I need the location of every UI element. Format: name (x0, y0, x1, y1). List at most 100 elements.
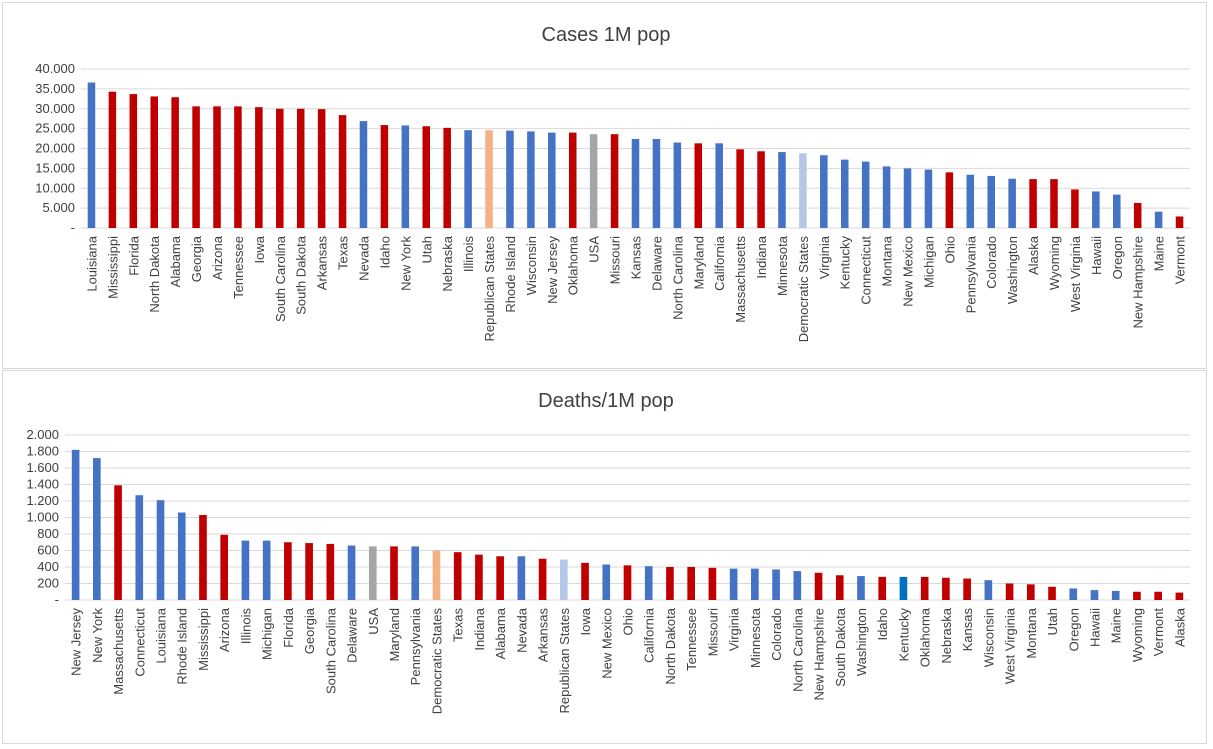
x-label-minnesota: Minnesota (775, 235, 790, 296)
y-tick-label: 1.000 (26, 510, 59, 525)
chart-title: Cases 1M pop (542, 24, 671, 46)
bar-maine (1111, 590, 1120, 600)
bar-mississippi (199, 515, 207, 600)
x-label-republican-states: Republican States (557, 608, 572, 714)
bar-north-carolina (793, 571, 802, 600)
bar-maryland (390, 546, 398, 600)
bar-florida (284, 542, 292, 600)
x-label-florida: Florida (126, 235, 141, 276)
x-label-arizona: Arizona (217, 607, 232, 652)
x-label-west-virginia: West Virginia (1068, 235, 1083, 312)
y-tick-label: 40.000 (35, 61, 75, 76)
bar-arizona (213, 106, 221, 228)
x-label-louisiana: Louisiana (84, 235, 99, 291)
bar-oklahoma (920, 576, 929, 600)
x-label-louisiana: Louisiana (154, 607, 169, 663)
bar-ohio (623, 565, 632, 600)
x-label-texas: Texas (336, 236, 351, 270)
x-label-delaware: Delaware (345, 608, 360, 663)
x-label-hawaii: Hawaii (1087, 608, 1102, 647)
bar-georgia (305, 543, 313, 600)
x-label-kansas: Kansas (629, 236, 644, 280)
bar-south-carolina (326, 543, 335, 600)
y-tick-label: 15.000 (35, 160, 75, 175)
x-label-wisconsin: Wisconsin (981, 608, 996, 667)
x-label-washington: Washington (1005, 236, 1020, 304)
x-label-texas: Texas (451, 608, 466, 642)
bar-new-york (93, 458, 101, 600)
x-label-california: California (642, 607, 657, 663)
y-tick-label: 5.000 (42, 200, 75, 215)
bar-republican-states (560, 559, 568, 600)
bar-democratic-states (799, 153, 807, 228)
x-label-idaho: Idaho (875, 608, 890, 641)
x-label-alabama: Alabama (168, 235, 183, 287)
x-label-south-carolina: South Carolina (273, 235, 288, 322)
bar-arizona (220, 534, 229, 600)
x-label-georgia: Georgia (189, 235, 204, 282)
bar-arkansas (317, 109, 326, 228)
x-label-connecticut: Connecticut (132, 608, 147, 677)
x-label-oklahoma: Oklahoma (918, 607, 933, 667)
x-label-rhode-island: Rhode Island (503, 236, 518, 313)
bar-nevada (517, 556, 526, 600)
bar-california (644, 566, 653, 600)
x-label-south-carolina: South Carolina (323, 607, 338, 694)
bar-usa (368, 546, 377, 600)
bar-indiana (475, 554, 483, 600)
x-label-vermont: Vermont (1173, 236, 1188, 285)
x-label-north-carolina: North Carolina (790, 607, 805, 692)
bar-oregon (1112, 194, 1121, 228)
bar-ohio (945, 172, 954, 228)
bar-washington (1008, 178, 1016, 228)
deaths-chart-panel: Deaths/1M pop -200 400 600 800 1.000 1.200 1.4… (2, 370, 1207, 744)
bar-pennsylvania (966, 174, 975, 228)
bar-republican-states (485, 130, 493, 228)
bar-kansas (631, 138, 640, 228)
cases-chart-panel: Cases 1M pop - 5.000 10.000 15.000 20.000 25.… (2, 2, 1207, 369)
x-label-georgia: Georgia (302, 607, 317, 654)
x-label-ohio: Ohio (942, 236, 957, 263)
x-label-new-hampshire: New Hampshire (812, 608, 827, 700)
bar-texas (338, 115, 347, 228)
x-label-nevada: Nevada (356, 235, 371, 281)
bar-south-dakota (296, 108, 305, 228)
bar-idaho (380, 125, 389, 228)
x-label-colorado: Colorado (984, 236, 999, 289)
bar-pennsylvania (411, 546, 420, 600)
bar-new-jersey (71, 449, 80, 600)
bar-wyoming (1050, 179, 1058, 228)
bar-nebraska (942, 577, 950, 600)
bar-hawaii (1092, 191, 1100, 228)
x-label-north-dakota: North Dakota (663, 607, 678, 684)
bar-illinois (241, 540, 250, 600)
bar-oregon (1069, 588, 1078, 600)
bar-wisconsin (527, 131, 535, 228)
x-label-new-mexico: New Mexico (901, 236, 916, 307)
bar-kentucky (840, 159, 849, 228)
x-label-pennsylvania: Pennsylvania (408, 607, 423, 685)
x-label-idaho: Idaho (377, 236, 392, 269)
bar-massachusetts (736, 149, 744, 228)
y-tick-label: 400 (37, 559, 59, 574)
x-label-kentucky: Kentucky (896, 608, 911, 662)
x-label-new-hampshire: New Hampshire (1131, 236, 1146, 328)
x-label-maine: Maine (1109, 608, 1124, 643)
bar-tennessee (687, 567, 695, 600)
bar-alaska (1029, 179, 1037, 228)
x-label-alaska: Alaska (1172, 607, 1187, 647)
x-label-alabama: Alabama (493, 607, 508, 659)
x-label-michigan: Michigan (260, 608, 275, 660)
bar-west-virginia (1071, 189, 1079, 228)
bar-maryland (694, 143, 703, 228)
bar-new-jersey (548, 132, 556, 228)
bar-vermont (1175, 216, 1184, 228)
bar-north-carolina (673, 142, 682, 228)
x-label-tennessee: Tennessee (231, 236, 246, 299)
bar-montana (882, 166, 891, 228)
chart-title: Deaths/1M pop (538, 390, 674, 412)
x-label-new-york: New York (90, 608, 105, 663)
bar-virginia (820, 155, 828, 228)
